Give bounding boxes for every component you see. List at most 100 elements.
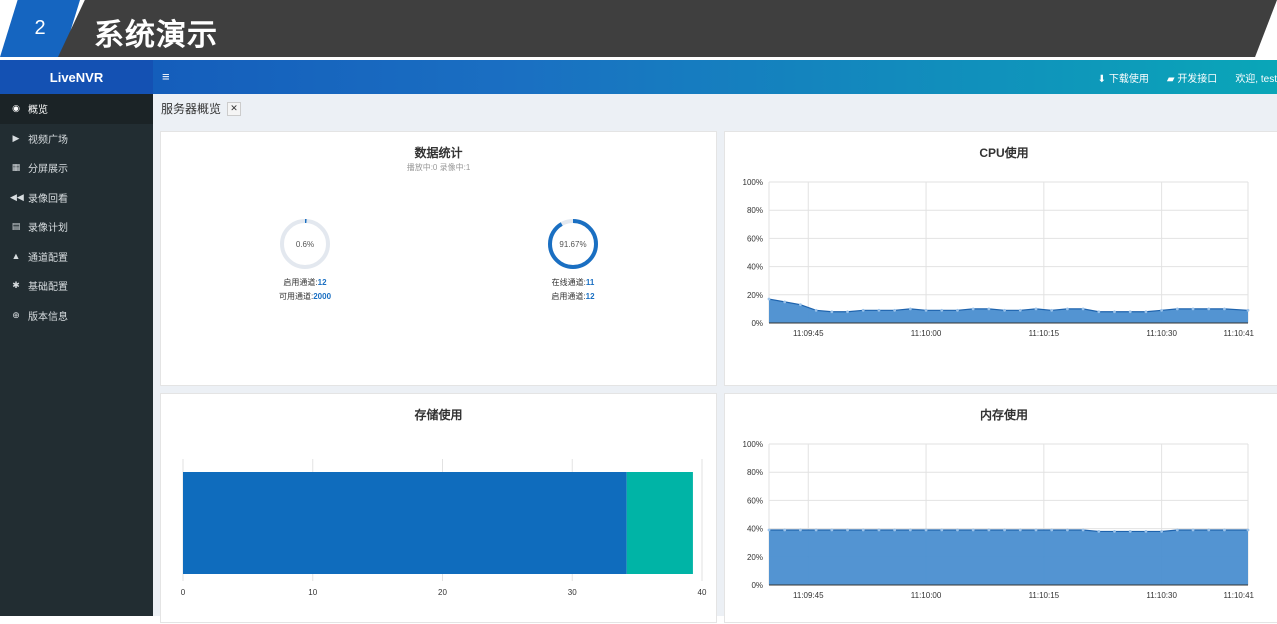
data-point[interactable] xyxy=(830,310,834,314)
data-point[interactable] xyxy=(830,528,834,532)
data-point[interactable] xyxy=(956,308,959,312)
sidebar-item-basic-config[interactable]: ✱ 基础配置 xyxy=(0,271,153,301)
data-point[interactable] xyxy=(861,308,865,312)
data-point[interactable] xyxy=(971,307,975,311)
sidebar-item-split-screen[interactable]: ▦ 分屏展示 xyxy=(0,153,153,183)
dashboard-icon: ◉ xyxy=(12,103,20,114)
api-link[interactable]: ▰ 开发接口 xyxy=(1166,73,1218,85)
data-point[interactable] xyxy=(1065,528,1069,532)
data-point[interactable] xyxy=(1223,528,1226,532)
data-point[interactable] xyxy=(861,528,865,532)
data-point[interactable] xyxy=(799,528,802,532)
gauge-enabled: 0.6% xyxy=(280,219,330,269)
slide-header: 2 系统演示 xyxy=(0,0,1277,60)
data-point[interactable] xyxy=(846,528,849,532)
sidebar-item-label: 分屏展示 xyxy=(28,164,68,176)
data-point[interactable] xyxy=(956,528,959,532)
road-icon: ▲ xyxy=(11,251,21,262)
y-tick-label: 20% xyxy=(747,553,763,562)
book-icon: ▰ xyxy=(1166,73,1178,85)
data-point[interactable] xyxy=(908,528,912,532)
cpu-panel: CPU使用 0% 20% 40% 60% 80% 100% 11:09:45 11:10:00… xyxy=(724,131,1277,386)
data-point[interactable] xyxy=(1191,528,1195,532)
sidebar-item-label: 版本信息 xyxy=(28,311,68,323)
data-point[interactable] xyxy=(767,528,771,532)
data-point[interactable] xyxy=(1018,308,1022,312)
data-point[interactable] xyxy=(1113,530,1116,533)
data-point[interactable] xyxy=(1160,308,1164,312)
y-tick-label: 0% xyxy=(751,581,763,590)
sidebar-item-channel-config[interactable]: ▲ 通道配置 xyxy=(0,242,153,272)
data-point[interactable] xyxy=(1034,307,1038,311)
data-point[interactable] xyxy=(1128,310,1132,314)
data-point[interactable] xyxy=(1034,528,1038,532)
data-point[interactable] xyxy=(1160,530,1164,533)
data-point[interactable] xyxy=(1144,310,1148,314)
sidebar-item-record-plan[interactable]: ▤ 录像计划 xyxy=(0,212,153,242)
data-point[interactable] xyxy=(940,308,944,312)
data-point[interactable] xyxy=(1223,307,1226,311)
data-point[interactable] xyxy=(846,310,849,314)
data-point[interactable] xyxy=(940,528,944,532)
download-link[interactable]: ⬇ 下载使用 xyxy=(1097,73,1149,85)
data-point[interactable] xyxy=(814,528,818,532)
data-point[interactable] xyxy=(893,308,897,312)
storage-bar-segment-0[interactable] xyxy=(183,472,627,574)
data-point[interactable] xyxy=(1050,528,1054,532)
storage-chart-title: 存储使用 xyxy=(414,408,463,422)
sidebar-item-video-square[interactable]: ▶ 视频广场 xyxy=(0,124,153,154)
data-point[interactable] xyxy=(814,308,818,312)
download-icon: ⬇ xyxy=(1097,73,1109,85)
sidebar-item-playback[interactable]: ◀◀ 录像回看 xyxy=(0,183,153,213)
sidebar-item-label: 通道配置 xyxy=(28,252,68,264)
data-point[interactable] xyxy=(1113,310,1116,314)
data-point[interactable] xyxy=(1050,308,1054,312)
data-point[interactable] xyxy=(908,307,912,311)
data-point[interactable] xyxy=(877,528,881,532)
data-point[interactable] xyxy=(987,307,991,311)
breadcrumb: 服务器概览 ✕ xyxy=(161,100,242,117)
data-point[interactable] xyxy=(1207,528,1211,532)
data-point[interactable] xyxy=(1246,528,1250,532)
data-point[interactable] xyxy=(877,308,881,312)
storage-panel: 存储使用 0 10 20 30 40 xyxy=(160,393,717,623)
gauge-label: 0.6% xyxy=(296,240,314,249)
data-point[interactable] xyxy=(987,528,991,532)
data-point[interactable] xyxy=(1097,530,1101,533)
data-point[interactable] xyxy=(1081,307,1085,311)
menu-toggle-icon[interactable]: ≡ xyxy=(162,69,170,84)
user-menu[interactable]: 欢迎, test xyxy=(1235,73,1277,85)
data-point[interactable] xyxy=(767,297,771,301)
storage-bar-segment-1[interactable] xyxy=(626,472,693,574)
data-point[interactable] xyxy=(1191,307,1195,311)
y-tick-label: 40% xyxy=(747,525,763,534)
data-point[interactable] xyxy=(924,528,928,532)
fullscreen-icon[interactable]: ✕ xyxy=(227,101,242,116)
data-point[interactable] xyxy=(1081,528,1085,532)
data-point[interactable] xyxy=(1003,308,1006,312)
data-point[interactable] xyxy=(783,300,787,304)
data-point[interactable] xyxy=(799,303,802,307)
data-point[interactable] xyxy=(1065,307,1069,311)
sidebar-item-version[interactable]: ⊕ 版本信息 xyxy=(0,301,153,331)
calendar-icon: ▤ xyxy=(11,221,21,232)
brand-logo[interactable]: LiveNVR xyxy=(0,60,153,94)
y-tick-label: 100% xyxy=(743,440,763,449)
data-point[interactable] xyxy=(893,528,897,532)
data-point[interactable] xyxy=(924,308,928,312)
data-point[interactable] xyxy=(1175,528,1179,532)
data-point[interactable] xyxy=(1097,310,1101,314)
main-content: 服务器概览 ✕ 数据统计 播放中:0 录像中:1 0.6% 启用通道:12 可用… xyxy=(153,94,1277,623)
data-point[interactable] xyxy=(1003,528,1006,532)
data-point[interactable] xyxy=(783,528,787,532)
data-point[interactable] xyxy=(1018,528,1022,532)
data-point[interactable] xyxy=(1128,530,1132,533)
data-point[interactable] xyxy=(1246,308,1250,312)
sidebar-item-overview[interactable]: ◉ 概览 xyxy=(0,94,153,124)
data-point[interactable] xyxy=(1144,530,1148,533)
data-point[interactable] xyxy=(1207,307,1211,311)
x-tick-label: 11:10:30 xyxy=(1146,329,1177,338)
data-point[interactable] xyxy=(971,528,975,532)
gauge2-caption: 在线通道:11 启用通道:12 xyxy=(551,278,595,301)
data-point[interactable] xyxy=(1175,307,1179,311)
